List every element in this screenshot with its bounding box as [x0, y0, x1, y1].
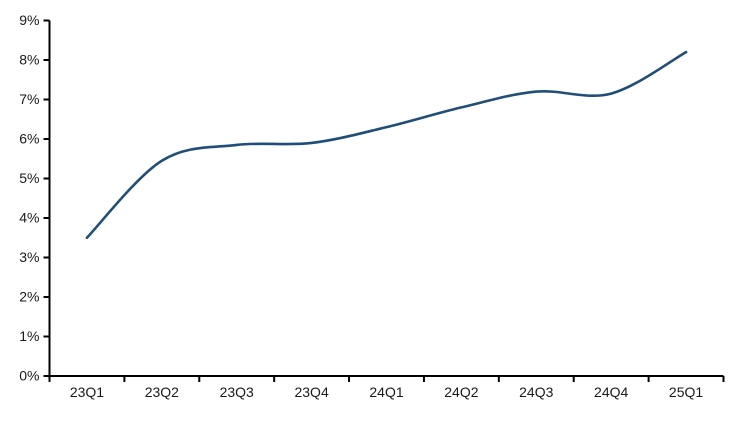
- x-axis-tick-label: 24Q2: [444, 384, 478, 400]
- y-axis-tick-label: 4%: [19, 210, 39, 226]
- x-axis-tick-label: 23Q2: [145, 384, 179, 400]
- y-axis-tick-label: 9%: [19, 12, 39, 28]
- x-axis-tick-label: 23Q3: [220, 384, 254, 400]
- y-axis-tick-label: 6%: [19, 131, 39, 147]
- y-axis-tick-label: 2%: [19, 289, 39, 305]
- x-axis-tick-label: 24Q4: [594, 384, 628, 400]
- x-axis-tick-label: 23Q4: [294, 384, 328, 400]
- axis-lines: [48, 20, 724, 377]
- series-line-rate-percent: [85, 50, 688, 240]
- y-axis-tick-label: 5%: [19, 170, 39, 186]
- x-axis-tick-label: 24Q3: [519, 384, 553, 400]
- y-axis-tick-label: 7%: [19, 91, 39, 107]
- y-axis-tick-label: 0%: [19, 368, 39, 384]
- x-axis-tick-label: 23Q1: [70, 384, 104, 400]
- x-axis-tick-label: 25Q1: [669, 384, 703, 400]
- y-axis-tick-label: 3%: [19, 249, 39, 265]
- y-axis-tick-label: 1%: [19, 328, 39, 344]
- x-axis-tick-label: 24Q1: [369, 384, 403, 400]
- y-axis-tick-label: 8%: [19, 52, 39, 68]
